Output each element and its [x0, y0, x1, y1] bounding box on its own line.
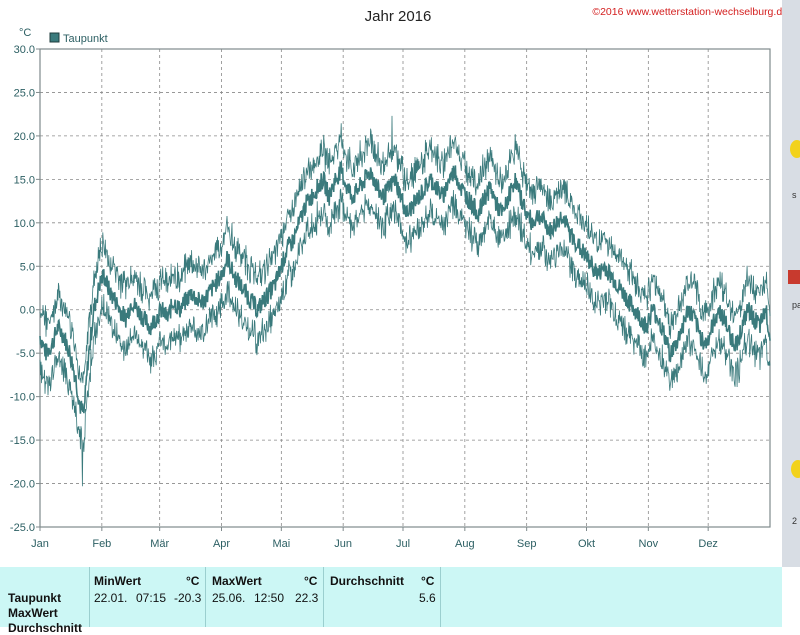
divider: [89, 567, 90, 627]
y-tick-label: -10.0: [10, 392, 35, 404]
chart-title: Jahr 2016: [365, 8, 432, 25]
y-axis: 30.0 25.0 20.0 15.0 10.0 5.0 0.0 -5.0 -10.0 -15.0…: [10, 44, 40, 534]
avg-header: Durchschnitt: [330, 574, 405, 588]
edge-label: pa: [792, 300, 800, 310]
avg-value: 5.6: [419, 591, 436, 605]
max-date: 25.06.: [212, 591, 246, 605]
min-time: 07:15: [136, 591, 167, 605]
x-tick-label: Jun: [334, 538, 352, 550]
y-tick-label: -25.0: [10, 522, 35, 534]
chart: 30.0 25.0 20.0 15.0 10.0 5.0 0.0 -5.0 -10.0 -15.0…: [10, 6, 782, 550]
warning-icon: [788, 270, 800, 284]
sun-icon: [791, 460, 800, 478]
min-column: MinWert °C 22.01. 07:15 -20.3: [90, 567, 206, 627]
sun-icon: [790, 140, 800, 158]
stats-panel: Taupunkt MaxWert Durchschnitt MinWert °C…: [0, 567, 782, 635]
row-label-taupunkt: Taupunkt: [8, 591, 62, 605]
min-date: 22.01.: [94, 591, 128, 605]
y-tick-label: 10.0: [14, 218, 35, 230]
x-tick-label: Sep: [517, 538, 537, 550]
min-value: -20.3: [174, 591, 202, 605]
x-tick-label: Mär: [150, 538, 169, 550]
y-tick-label: 30.0: [14, 44, 35, 56]
divider: [440, 567, 441, 627]
avg-column: Durchschnitt °C 5.6: [324, 567, 441, 627]
y-tick-label: -5.0: [16, 348, 35, 360]
x-tick-label: Feb: [92, 538, 111, 550]
legend: Taupunkt: [49, 32, 108, 45]
series-max-line: [39, 115, 771, 384]
max-value: 22.3: [295, 591, 319, 605]
legend-label: Taupunkt: [63, 33, 108, 45]
series-layer: [39, 115, 771, 487]
x-tick-label: Jul: [396, 538, 410, 550]
avg-unit: °C: [421, 574, 435, 588]
plot-frame: [39, 48, 771, 528]
x-tick-label: Mai: [272, 538, 290, 550]
chart-grid: [40, 49, 770, 527]
y-axis-unit: °C: [19, 27, 31, 39]
adjacent-window-strip: s pa 2: [782, 0, 800, 567]
copyright-link[interactable]: ©2016 www.wetterstation-wechselburg.de: [592, 6, 782, 18]
series-line-taupunkt: [39, 159, 771, 414]
max-unit: °C: [304, 574, 318, 588]
divider: [205, 567, 206, 627]
x-tick-label: Dez: [698, 538, 718, 550]
series-min-line: [39, 188, 771, 487]
x-tick-label: Jan: [31, 538, 49, 550]
min-unit: °C: [186, 574, 200, 588]
min-header: MinWert: [94, 574, 142, 588]
y-tick-label: -20.0: [10, 479, 35, 491]
edge-label: 2: [792, 516, 798, 526]
x-tick-label: Aug: [455, 538, 475, 550]
divider: [323, 567, 324, 627]
edge-label: s: [792, 190, 797, 200]
max-column: MaxWert °C 25.06. 12:50 22.3: [206, 567, 324, 627]
max-header: MaxWert: [212, 574, 262, 588]
x-tick-label: Nov: [639, 538, 659, 550]
y-tick-label: 0.0: [20, 305, 35, 317]
row-label-durchschnitt: Durchschnitt: [8, 621, 83, 635]
x-tick-label: Apr: [213, 538, 230, 550]
x-axis: Jan Feb Mär Apr Mai Jun Jul Aug Sep Okt Nov Dez: [31, 527, 718, 550]
y-tick-label: 5.0: [20, 261, 35, 273]
y-tick-label: 20.0: [14, 131, 35, 143]
row-labels: Taupunkt MaxWert Durchschnitt: [0, 567, 90, 635]
max-time: 12:50: [254, 591, 285, 605]
y-tick-label: 25.0: [14, 87, 35, 99]
y-tick-label: -15.0: [10, 435, 35, 447]
x-tick-label: Okt: [578, 538, 595, 550]
legend-swatch: [49, 32, 60, 43]
y-tick-label: 15.0: [14, 174, 35, 186]
row-label-maxwert: MaxWert: [8, 606, 58, 620]
